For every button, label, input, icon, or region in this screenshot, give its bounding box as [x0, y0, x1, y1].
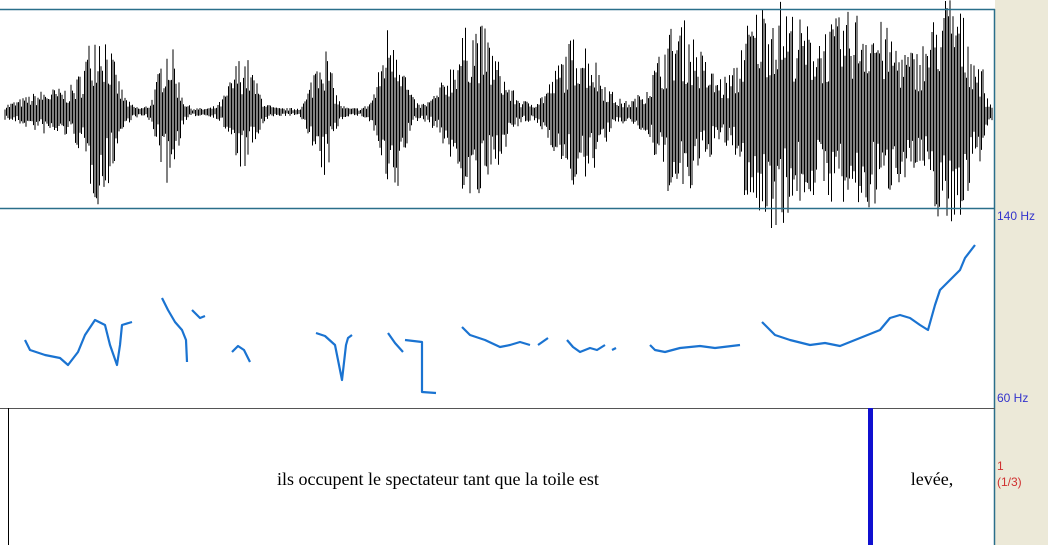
pitch-contour	[24, 244, 976, 395]
pitch-bottom-label: 60 Hz	[997, 391, 1028, 405]
interval-text[interactable]: ils occupent le spectateur tant que la t…	[277, 469, 599, 489]
interval-text[interactable]: levée,	[911, 469, 953, 489]
pitch-top-label: 140 Hz	[997, 209, 1035, 223]
waveform	[4, 0, 993, 228]
tier-number: 1	[997, 459, 1004, 473]
interval-boundary[interactable]	[868, 408, 873, 545]
side-panel	[995, 0, 1048, 545]
tier-position: (1/3)	[997, 475, 1022, 489]
waveform-trace	[4, 0, 993, 228]
